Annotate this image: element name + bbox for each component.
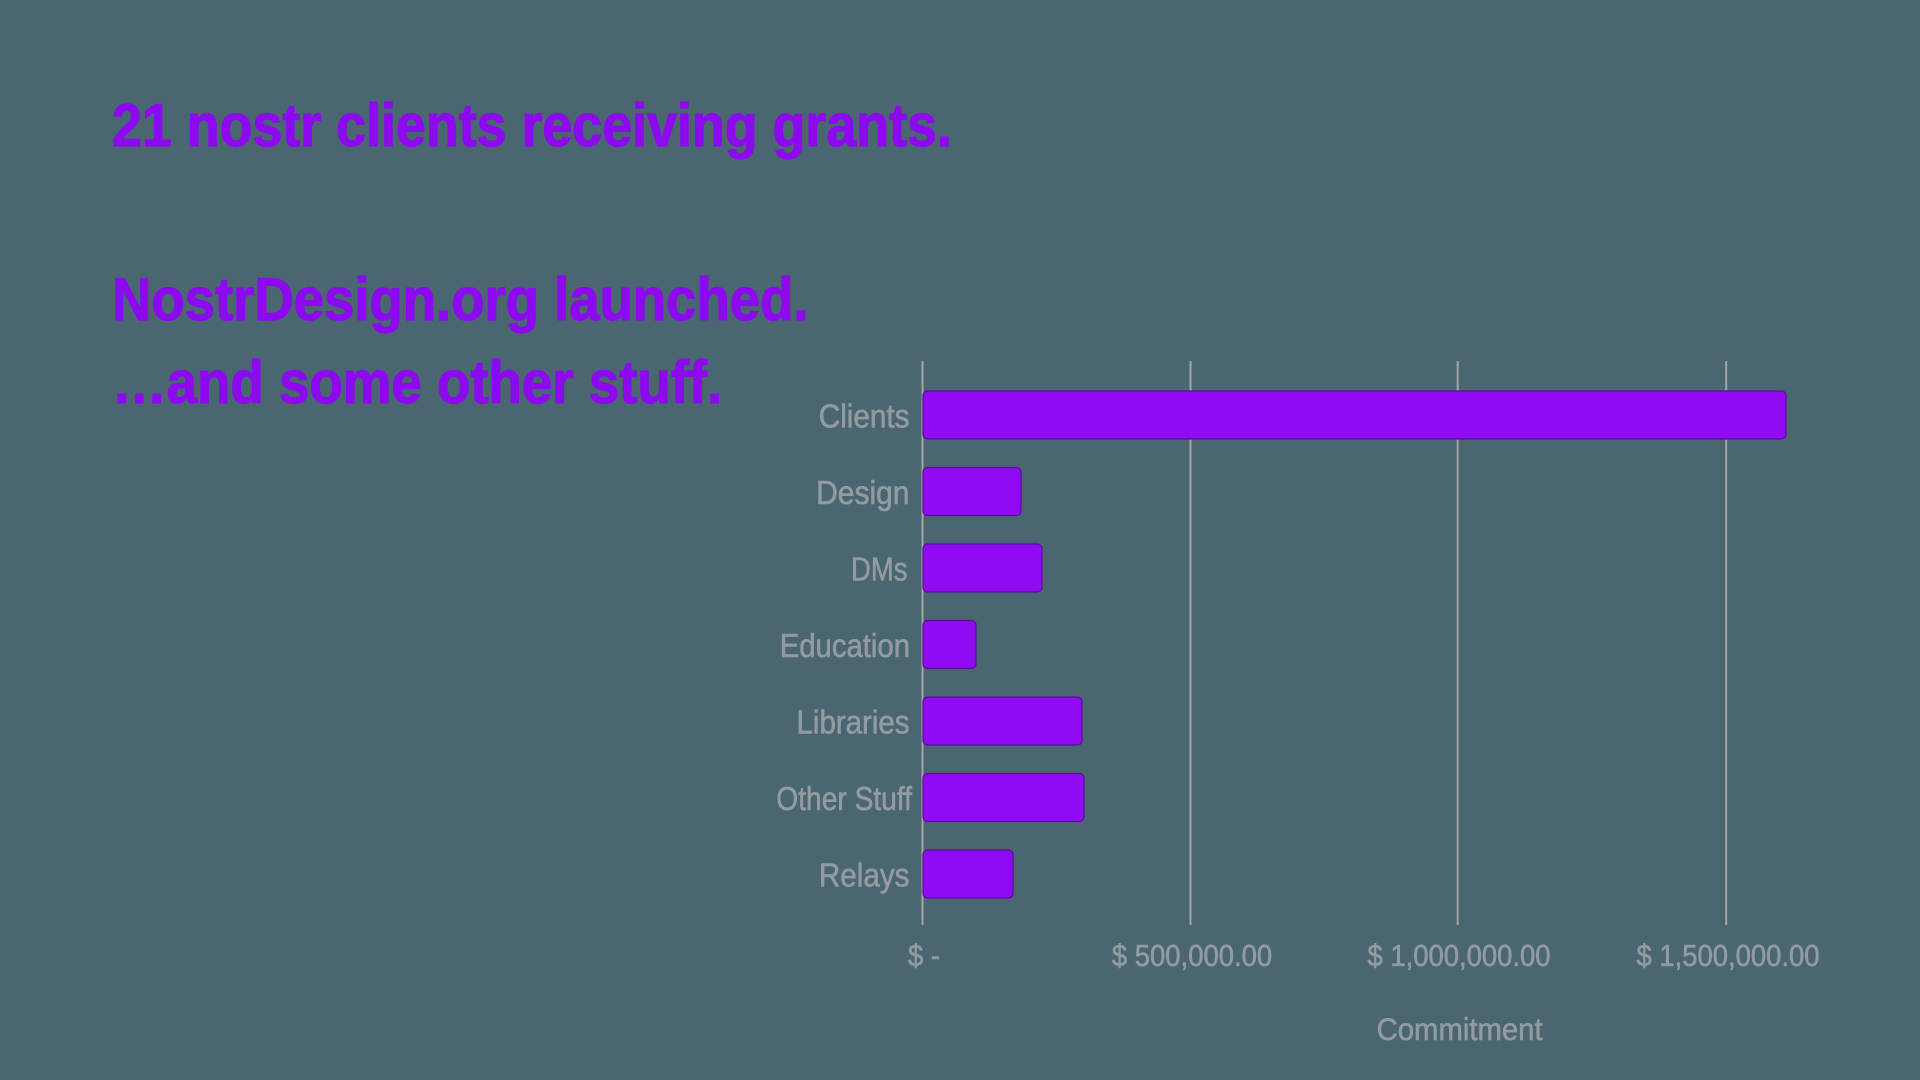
svg-text:…and some other stuff.: …and some other stuff. [112, 350, 722, 417]
svg-text:Commitment: Commitment [1377, 1012, 1543, 1047]
svg-text:Design: Design [816, 474, 909, 512]
svg-text:DMs: DMs [851, 552, 907, 588]
svg-text:Libraries: Libraries [797, 704, 910, 741]
svg-text:$ 500,000.00: $ 500,000.00 [1112, 940, 1272, 974]
svg-text:$ 1,000,000.00: $ 1,000,000.00 [1367, 940, 1550, 974]
svg-text:NostrDesign.org launched.: NostrDesign.org launched. [112, 267, 809, 334]
svg-text:Other Stuff: Other Stuff [776, 780, 912, 818]
svg-text:Education: Education [780, 627, 910, 664]
svg-text:$ 1,500,000.00: $ 1,500,000.00 [1636, 940, 1819, 974]
svg-text:21 nostr clients receiving gra: 21 nostr clients receiving grants. [112, 92, 952, 159]
svg-text:Clients: Clients [819, 398, 910, 435]
svg-text:Relays: Relays [819, 857, 910, 894]
svg-text:$ -: $ - [908, 940, 940, 974]
